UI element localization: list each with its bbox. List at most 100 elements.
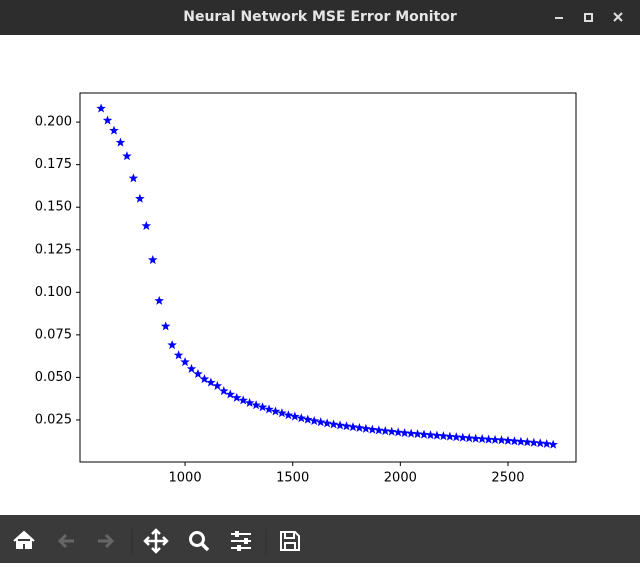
y-tick-label: 0.125 [35,242,72,257]
data-point [490,434,500,444]
window-title: Neural Network MSE Error Monitor [183,9,457,25]
data-point [148,254,158,265]
data-point [309,415,319,426]
data-point [509,436,520,446]
data-point [193,369,203,379]
data-point [115,137,126,147]
x-tick-label: 2500 [491,471,524,486]
data-point [399,428,410,438]
data-point [322,418,332,428]
zoom-button[interactable] [189,531,205,547]
data-point [122,151,132,161]
forward-button[interactable] [98,533,115,549]
data-point [102,115,113,125]
data-point [535,438,546,448]
maximize-button[interactable] [584,13,593,22]
data-point [386,426,397,436]
data-point [483,434,494,444]
data-point [160,321,171,331]
y-tick-label: 0.025 [35,412,72,427]
data-point [335,420,345,430]
data-point [135,193,145,203]
data-point [206,377,216,387]
data-point [264,404,274,414]
data-point [180,357,190,367]
back-button[interactable] [57,533,74,549]
data-point [470,433,481,443]
toolbar-icons [13,528,300,555]
data-point [328,419,339,429]
data-point [154,295,164,305]
data-point [257,402,268,412]
data-point [438,431,449,441]
data-point [290,411,300,421]
data-point [451,432,462,442]
data-point [186,363,197,373]
data-point [496,435,507,445]
data-point [380,426,391,436]
title-bar: Neural Network MSE Error Monitor [0,0,640,35]
data-point [238,395,248,405]
chart: 0.025 0.050 0.075 0.100 0.125 0.150 0.175 0.200… [0,35,640,515]
data-point [361,423,371,433]
data-point [477,434,487,444]
figure-background [0,35,640,515]
data-point [341,421,352,431]
data-point [109,125,119,135]
data-point [458,432,468,442]
data-point [516,436,526,446]
close-button[interactable] [613,12,623,22]
axes-frame [79,92,577,463]
x-tick-label: 1000 [169,471,202,486]
data-point [419,429,429,439]
data-point [503,435,513,445]
slider-knob [244,538,248,544]
toolbar [0,515,640,563]
data-point [315,417,326,427]
data-point [425,430,436,440]
data-point [432,430,442,440]
data-point [529,437,539,447]
data-point [374,425,384,435]
data-point [225,389,236,399]
data-point [128,173,139,183]
x-tick-label: 2000 [384,471,417,486]
data-point [406,428,416,438]
pan-button[interactable] [143,528,169,554]
x-tick-label: 1500 [276,471,309,486]
data-point [354,422,365,432]
data-point [548,439,558,449]
y-tick-label: 0.200 [35,115,72,130]
data-point [251,400,261,410]
save-button[interactable] [280,531,300,551]
y-tick-label: 0.175 [35,157,72,172]
data-point [212,380,223,390]
data-point [522,437,533,447]
data-point [296,413,307,423]
window-controls [555,12,623,22]
data-point [167,340,177,350]
zoom-handle [200,542,210,552]
data-point [141,220,152,230]
home-button[interactable] [13,530,35,549]
data-point [445,431,455,441]
data-point [303,414,313,424]
slider-knob [237,545,241,551]
data-point [367,424,378,434]
data-point [464,433,474,443]
data-point [173,350,184,360]
y-tick-label: 0.150 [35,200,72,215]
y-tick-label: 0.075 [35,327,72,342]
data-point [219,386,229,396]
y-tick-label: 0.050 [35,370,72,385]
data-point [283,410,294,420]
data-point [270,406,281,416]
data-point [199,374,210,384]
data-point [412,429,423,439]
data-point [541,438,552,448]
data-point [277,408,287,418]
data-point [244,397,255,407]
data-point [393,427,403,437]
slider-knob [235,531,239,537]
data-point [231,392,242,402]
